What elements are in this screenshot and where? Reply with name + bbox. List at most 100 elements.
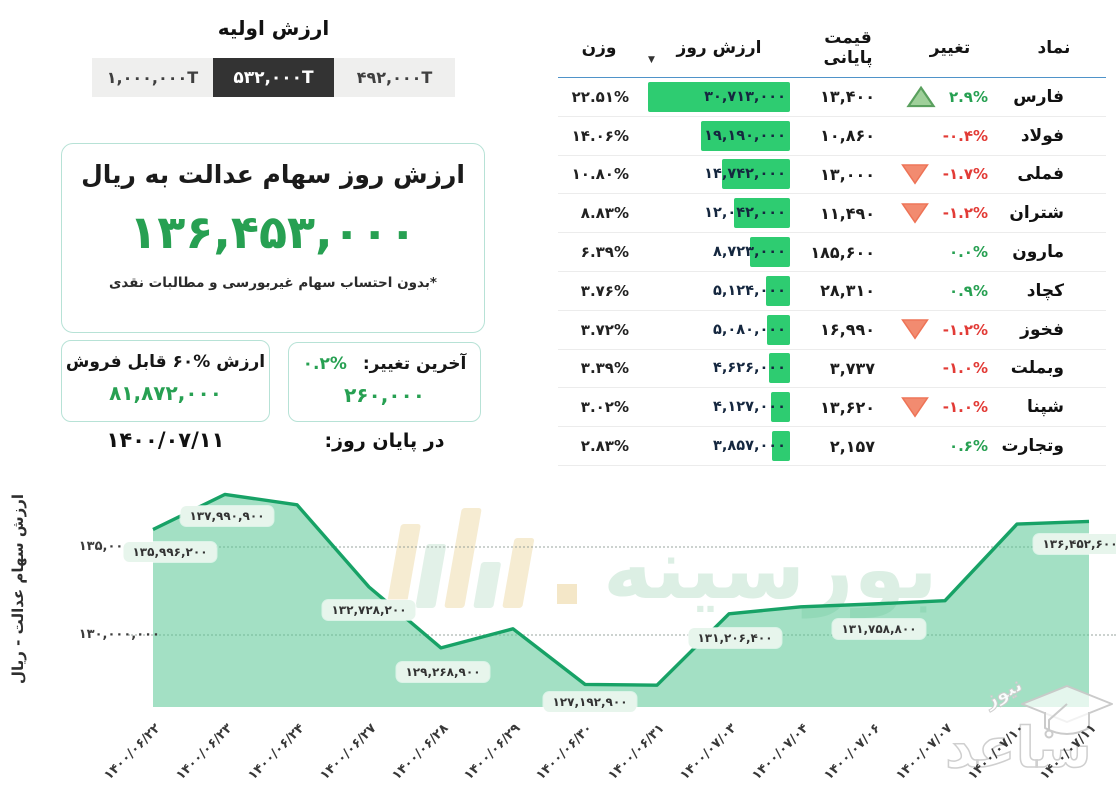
change-percent: ۰.۹% bbox=[948, 281, 988, 300]
header-close-price[interactable]: قیمت پایانی bbox=[823, 28, 873, 68]
chart-point-label: ۱۳۵,۹۹۶,۲۰۰ bbox=[123, 542, 217, 563]
weight-cell: ۳.۳۹% bbox=[558, 359, 640, 377]
weight-cell: ۳.۰۲% bbox=[558, 398, 640, 416]
day-value-number: ۴,۶۲۶,۰۰۰ bbox=[713, 360, 786, 377]
main-card-title: ارزش روز سهام عدالت به ریال bbox=[81, 160, 465, 189]
table-row[interactable]: فولاد -۰.۴% ۱۰,۸۶۰ ۱۹,۱۹۰,۰۰۰ ۱۴.۰۶% bbox=[558, 117, 1106, 156]
day-value-cell: ۳۰,۷۱۳,۰۰۰ bbox=[640, 78, 798, 116]
area-chart-svg bbox=[152, 492, 1090, 707]
close-price-cell: ۲,۱۵۷ bbox=[829, 436, 875, 456]
weight-percent: ۳.۷۲% bbox=[580, 320, 629, 339]
header-weight[interactable]: وزن bbox=[581, 38, 617, 58]
down-triangle-icon bbox=[900, 202, 929, 224]
value-bar bbox=[734, 198, 790, 229]
table-row[interactable]: وتجارت ۰.۶% ۲,۱۵۷ ۳,۸۵۷,۰۰۰ ۲.۸۳% bbox=[558, 427, 1106, 466]
symbol-cell: فولاد bbox=[1020, 125, 1064, 146]
change-percent: -۱.۰% bbox=[942, 359, 988, 378]
sort-desc-icon: ▼ bbox=[648, 55, 655, 65]
close-price-cell: ۱۸۵,۶۰۰ bbox=[810, 242, 875, 262]
main-card-value: ۱۳۶,۴۵۳,۰۰۰ bbox=[129, 205, 417, 259]
saednews-watermark: نیوز ساعد bbox=[944, 672, 1116, 790]
symbol-cell: شپنا bbox=[1027, 397, 1064, 418]
last-change-value: ۲۶۰,۰۰۰ bbox=[344, 383, 425, 407]
initial-value-title: ارزش اولیه bbox=[217, 16, 330, 40]
day-value-number: ۱۴,۷۴۲,۰۰۰ bbox=[704, 166, 786, 183]
value-bar bbox=[766, 275, 790, 306]
change-percent: -۱.۲% bbox=[942, 320, 988, 339]
change-percent: ۰.۶% bbox=[948, 437, 988, 456]
change-percent: -۱.۰% bbox=[942, 398, 988, 417]
table-row[interactable]: فارس ۲.۹% ۱۳,۴۰۰ ۳۰,۷۱۳,۰۰۰ ۲۲.۵۱% bbox=[558, 78, 1106, 117]
table-row[interactable]: مارون ۰.۰% ۱۸۵,۶۰۰ ۸,۷۲۳,۰۰۰ ۶.۳۹% bbox=[558, 233, 1106, 272]
table-row[interactable]: شتران -۱.۲% ۱۱,۴۹۰ ۱۲,۰۴۲,۰۰۰ ۸.۸۳% bbox=[558, 194, 1106, 234]
weight-percent: ۱۰.۸۰% bbox=[571, 165, 629, 184]
close-price-cell: ۱۳,۰۰۰ bbox=[820, 164, 875, 184]
sellable-value-card: ارزش %۶۰ قابل فروش ۸۱,۸۷۲,۰۰۰ bbox=[61, 340, 270, 422]
gridline-130m bbox=[128, 634, 1116, 636]
x-tick-label: ۱۴۰۰/۰۶/۲۲ bbox=[101, 721, 164, 784]
table-row[interactable]: کچاد ۰.۹% ۲۸,۳۱۰ ۵,۱۲۴,۰۰۰ ۳.۷۶% bbox=[558, 272, 1106, 311]
table-row[interactable]: شپنا -۱.۰% ۱۳,۶۲۰ ۴,۱۲۷,۰۰۰ ۳.۰۲% bbox=[558, 388, 1106, 428]
initial-value-option[interactable]: ۱,۰۰۰,۰۰۰T bbox=[92, 58, 213, 97]
chart-point-label: ۱۳۱,۷۵۸,۸۰۰ bbox=[832, 619, 926, 640]
change-cell: ۰.۰% bbox=[898, 243, 1002, 261]
change-cell: -۱.۰% bbox=[898, 359, 1002, 377]
header-change[interactable]: تغییر bbox=[929, 38, 971, 58]
day-value-cell: ۴,۶۲۶,۰۰۰ bbox=[640, 350, 798, 388]
weight-cell: ۶.۳۹% bbox=[558, 243, 640, 261]
table-row[interactable]: فخوز -۱.۲% ۱۶,۹۹۰ ۵,۰۸۰,۰۰۰ ۳.۷۲% bbox=[558, 311, 1106, 350]
symbol-cell: وبملت bbox=[1010, 358, 1064, 379]
graduation-cap-icon bbox=[1021, 685, 1113, 739]
symbol-cell: فخوز bbox=[1020, 319, 1064, 340]
close-price-cell: ۳,۷۳۷ bbox=[829, 358, 875, 378]
table-header-row: نماد تغییر قیمت پایانی ارزش روز ▼ وزن bbox=[558, 14, 1106, 78]
sellable-card-title: ارزش %۶۰ قابل فروش bbox=[65, 352, 266, 372]
weight-cell: ۱۴.۰۶% bbox=[558, 127, 640, 145]
change-cell: -۱.۲% bbox=[898, 317, 1002, 342]
change-cell: ۰.۶% bbox=[898, 437, 1002, 455]
change-percent: ۲.۹% bbox=[948, 87, 988, 106]
chart-point-label: ۱۳۶,۴۵۲,۶۰۰ bbox=[1033, 534, 1116, 555]
end-of-day-label: در پایان روز: bbox=[324, 430, 445, 452]
table-body: فارس ۲.۹% ۱۳,۴۰۰ ۳۰,۷۱۳,۰۰۰ ۲۲.۵۱% فولاد -۰.۴%… bbox=[558, 78, 1106, 466]
weight-percent: ۱۴.۰۶% bbox=[571, 126, 629, 145]
day-value-cell: ۱۴,۷۴۲,۰۰۰ bbox=[640, 156, 798, 194]
value-bar bbox=[770, 392, 790, 423]
down-triangle-icon bbox=[900, 396, 929, 418]
day-value-number: ۳,۸۵۷,۰۰۰ bbox=[713, 438, 786, 455]
initial-value-option[interactable]: ۴۹۲,۰۰۰T bbox=[334, 58, 455, 97]
main-card-note: *بدون احتساب سهام غیربورسی و مطالبات نقد… bbox=[109, 275, 437, 291]
symbol-cell: مارون bbox=[1012, 242, 1064, 263]
main-value-card: ارزش روز سهام عدالت به ریال ۱۳۶,۴۵۳,۰۰۰ … bbox=[61, 143, 485, 333]
day-value-cell: ۱۹,۱۹۰,۰۰۰ bbox=[640, 117, 798, 155]
weight-percent: ۶.۳۹% bbox=[580, 243, 629, 262]
table-row[interactable]: فملی -۱.۷% ۱۳,۰۰۰ ۱۴,۷۴۲,۰۰۰ ۱۰.۸۰% bbox=[558, 156, 1106, 195]
symbol-cell: فارس bbox=[1013, 86, 1064, 107]
symbol-cell: فملی bbox=[1017, 164, 1064, 185]
weight-percent: ۲۲.۵۱% bbox=[571, 87, 629, 106]
value-bar bbox=[721, 159, 790, 190]
chart-point-label: ۱۲۹,۲۶۸,۹۰۰ bbox=[396, 661, 490, 682]
day-value-number: ۵,۱۲۴,۰۰۰ bbox=[713, 282, 786, 299]
saednews-big-text: ساعد bbox=[944, 715, 1092, 782]
table-row[interactable]: وبملت -۱.۰% ۳,۷۳۷ ۴,۶۲۶,۰۰۰ ۳.۳۹% bbox=[558, 350, 1106, 389]
header-symbol[interactable]: نماد bbox=[1037, 38, 1071, 58]
change-percent: ۰.۰% bbox=[948, 243, 988, 262]
header-day-value[interactable]: ارزش روز ▼ bbox=[648, 38, 762, 65]
weight-cell: ۲.۸۳% bbox=[558, 437, 640, 455]
weight-percent: ۳.۳۹% bbox=[580, 359, 629, 378]
chart-point-label: ۱۳۷,۹۹۰,۹۰۰ bbox=[180, 506, 274, 527]
close-price-cell: ۱۳,۴۰۰ bbox=[820, 87, 875, 107]
value-bar bbox=[749, 237, 790, 268]
equity-value-chart: ارزش سهام عدالت - ریال بورسینه ۱۳۵,۰۰۰,۰… bbox=[0, 462, 1116, 790]
initial-value-option[interactable]: ۵۳۲,۰۰۰T bbox=[213, 58, 334, 97]
last-change-percent: ۰.۲% bbox=[302, 354, 347, 374]
weight-percent: ۸.۸۳% bbox=[580, 204, 629, 223]
stocks-table: نماد تغییر قیمت پایانی ارزش روز ▼ وزن فا… bbox=[558, 14, 1106, 466]
close-price-cell: ۱۰,۸۶۰ bbox=[820, 126, 875, 146]
symbol-cell: شتران bbox=[1009, 203, 1064, 224]
down-triangle-icon bbox=[900, 319, 929, 340]
boursineh-watermark: بورسینه bbox=[386, 508, 938, 611]
change-cell: -۰.۴% bbox=[898, 127, 1002, 145]
